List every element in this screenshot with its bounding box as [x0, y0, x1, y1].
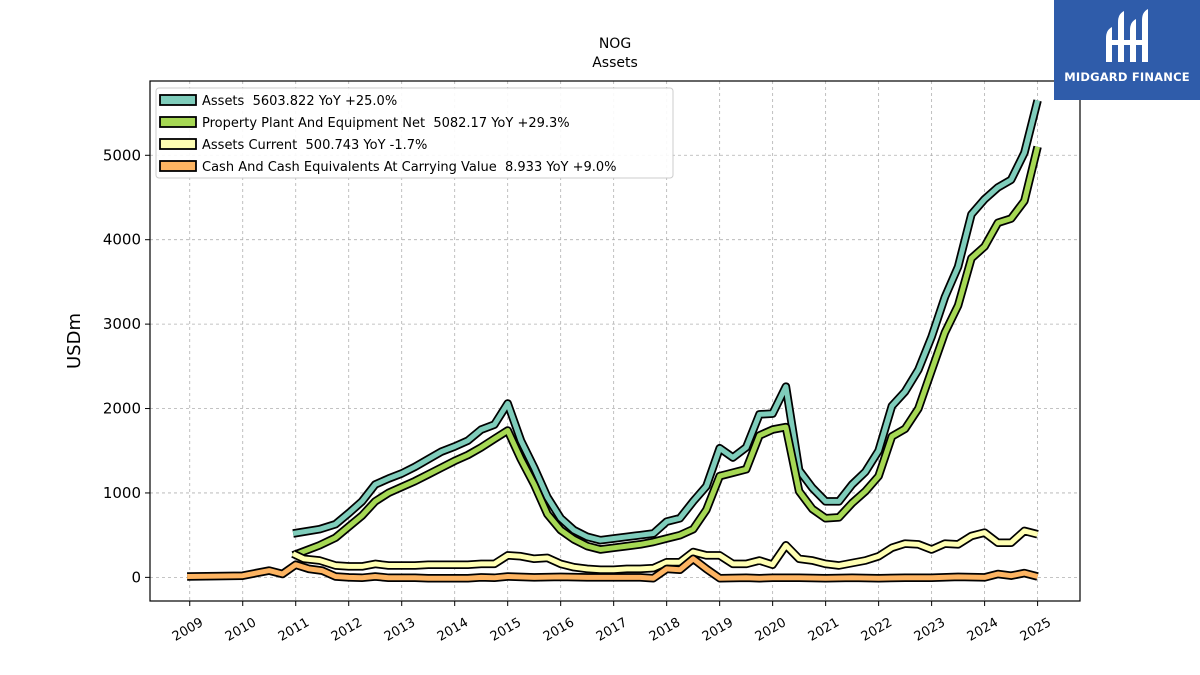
legend-label: Cash And Cash Equivalents At Carrying Va… [202, 160, 617, 175]
legend-swatch [159, 116, 197, 128]
chart-title: NOG [599, 36, 631, 52]
y-tick-label: 1000 [103, 484, 141, 502]
legend-item: Assets 5603.822 YoY +25.0% [159, 94, 397, 109]
series-1 [291, 145, 1042, 560]
y-tick-label: 4000 [103, 231, 141, 249]
x-tick-label: 2019 [700, 615, 736, 645]
x-tick-label: 2017 [594, 615, 630, 645]
logo-mark-icon [1106, 9, 1148, 62]
x-tick-label: 2023 [912, 615, 948, 645]
legend-label: Assets Current 500.743 YoY -1.7% [202, 138, 427, 153]
legend-swatch [159, 94, 197, 106]
legend: Assets 5603.822 YoY +25.0% Property Plant… [155, 87, 674, 179]
legend-label: Assets 5603.822 YoY +25.0% [202, 94, 397, 109]
series-2 [291, 526, 1039, 575]
x-tick-label: 2011 [276, 615, 312, 645]
x-axis-ticks: 2009 2010 2011 2012 2013 2014 2015 2016 2017 2018… [170, 601, 1054, 645]
chart-subtitle: Assets [592, 55, 638, 71]
x-tick-label: 2018 [647, 615, 683, 645]
x-tick-label: 2024 [965, 615, 1001, 645]
series-line [292, 99, 1041, 543]
x-tick-label: 2021 [806, 615, 842, 645]
series-3 [187, 554, 1039, 583]
legend-swatch [159, 160, 197, 172]
x-tick-label: 2013 [382, 615, 418, 645]
series-line [292, 146, 1041, 558]
logo-text: MIDGARD FINANCE [1064, 70, 1190, 84]
legend-item: Cash And Cash Equivalents At Carrying Va… [159, 160, 617, 175]
x-tick-label: 2015 [488, 615, 524, 645]
legend-item: Property Plant And Equipment Net 5082.17… [159, 116, 570, 131]
plot-frame [149, 80, 1081, 602]
x-tick-label: 2012 [329, 615, 365, 645]
legend-box [155, 87, 674, 179]
legend-item: Assets Current 500.743 YoY -1.7% [159, 138, 427, 153]
y-tick-label: 3000 [103, 315, 141, 333]
legend-swatch [159, 138, 197, 150]
legend-label: Property Plant And Equipment Net 5082.17… [202, 116, 570, 131]
x-tick-label: 2022 [859, 615, 895, 645]
x-tick-label: 2010 [223, 615, 259, 645]
series-lines [187, 99, 1042, 583]
x-tick-label: 2014 [435, 615, 471, 645]
series-0 [292, 99, 1042, 545]
x-tick-label: 2020 [753, 615, 789, 645]
y-tick-label: 0 [131, 568, 141, 586]
y-axis-ticks: 0 1000 2000 3000 4000 5000 [103, 146, 150, 586]
x-tick-label: 2025 [1018, 615, 1054, 645]
series-line [187, 556, 1039, 581]
midgard-finance-logo: MIDGARD FINANCE [1054, 0, 1200, 100]
y-axis-label: USDm [64, 313, 85, 369]
y-tick-label: 5000 [103, 146, 141, 164]
x-tick-label: 2009 [170, 615, 206, 645]
x-tick-label: 2016 [541, 615, 577, 645]
series-line [292, 528, 1039, 573]
y-tick-label: 2000 [103, 400, 141, 418]
